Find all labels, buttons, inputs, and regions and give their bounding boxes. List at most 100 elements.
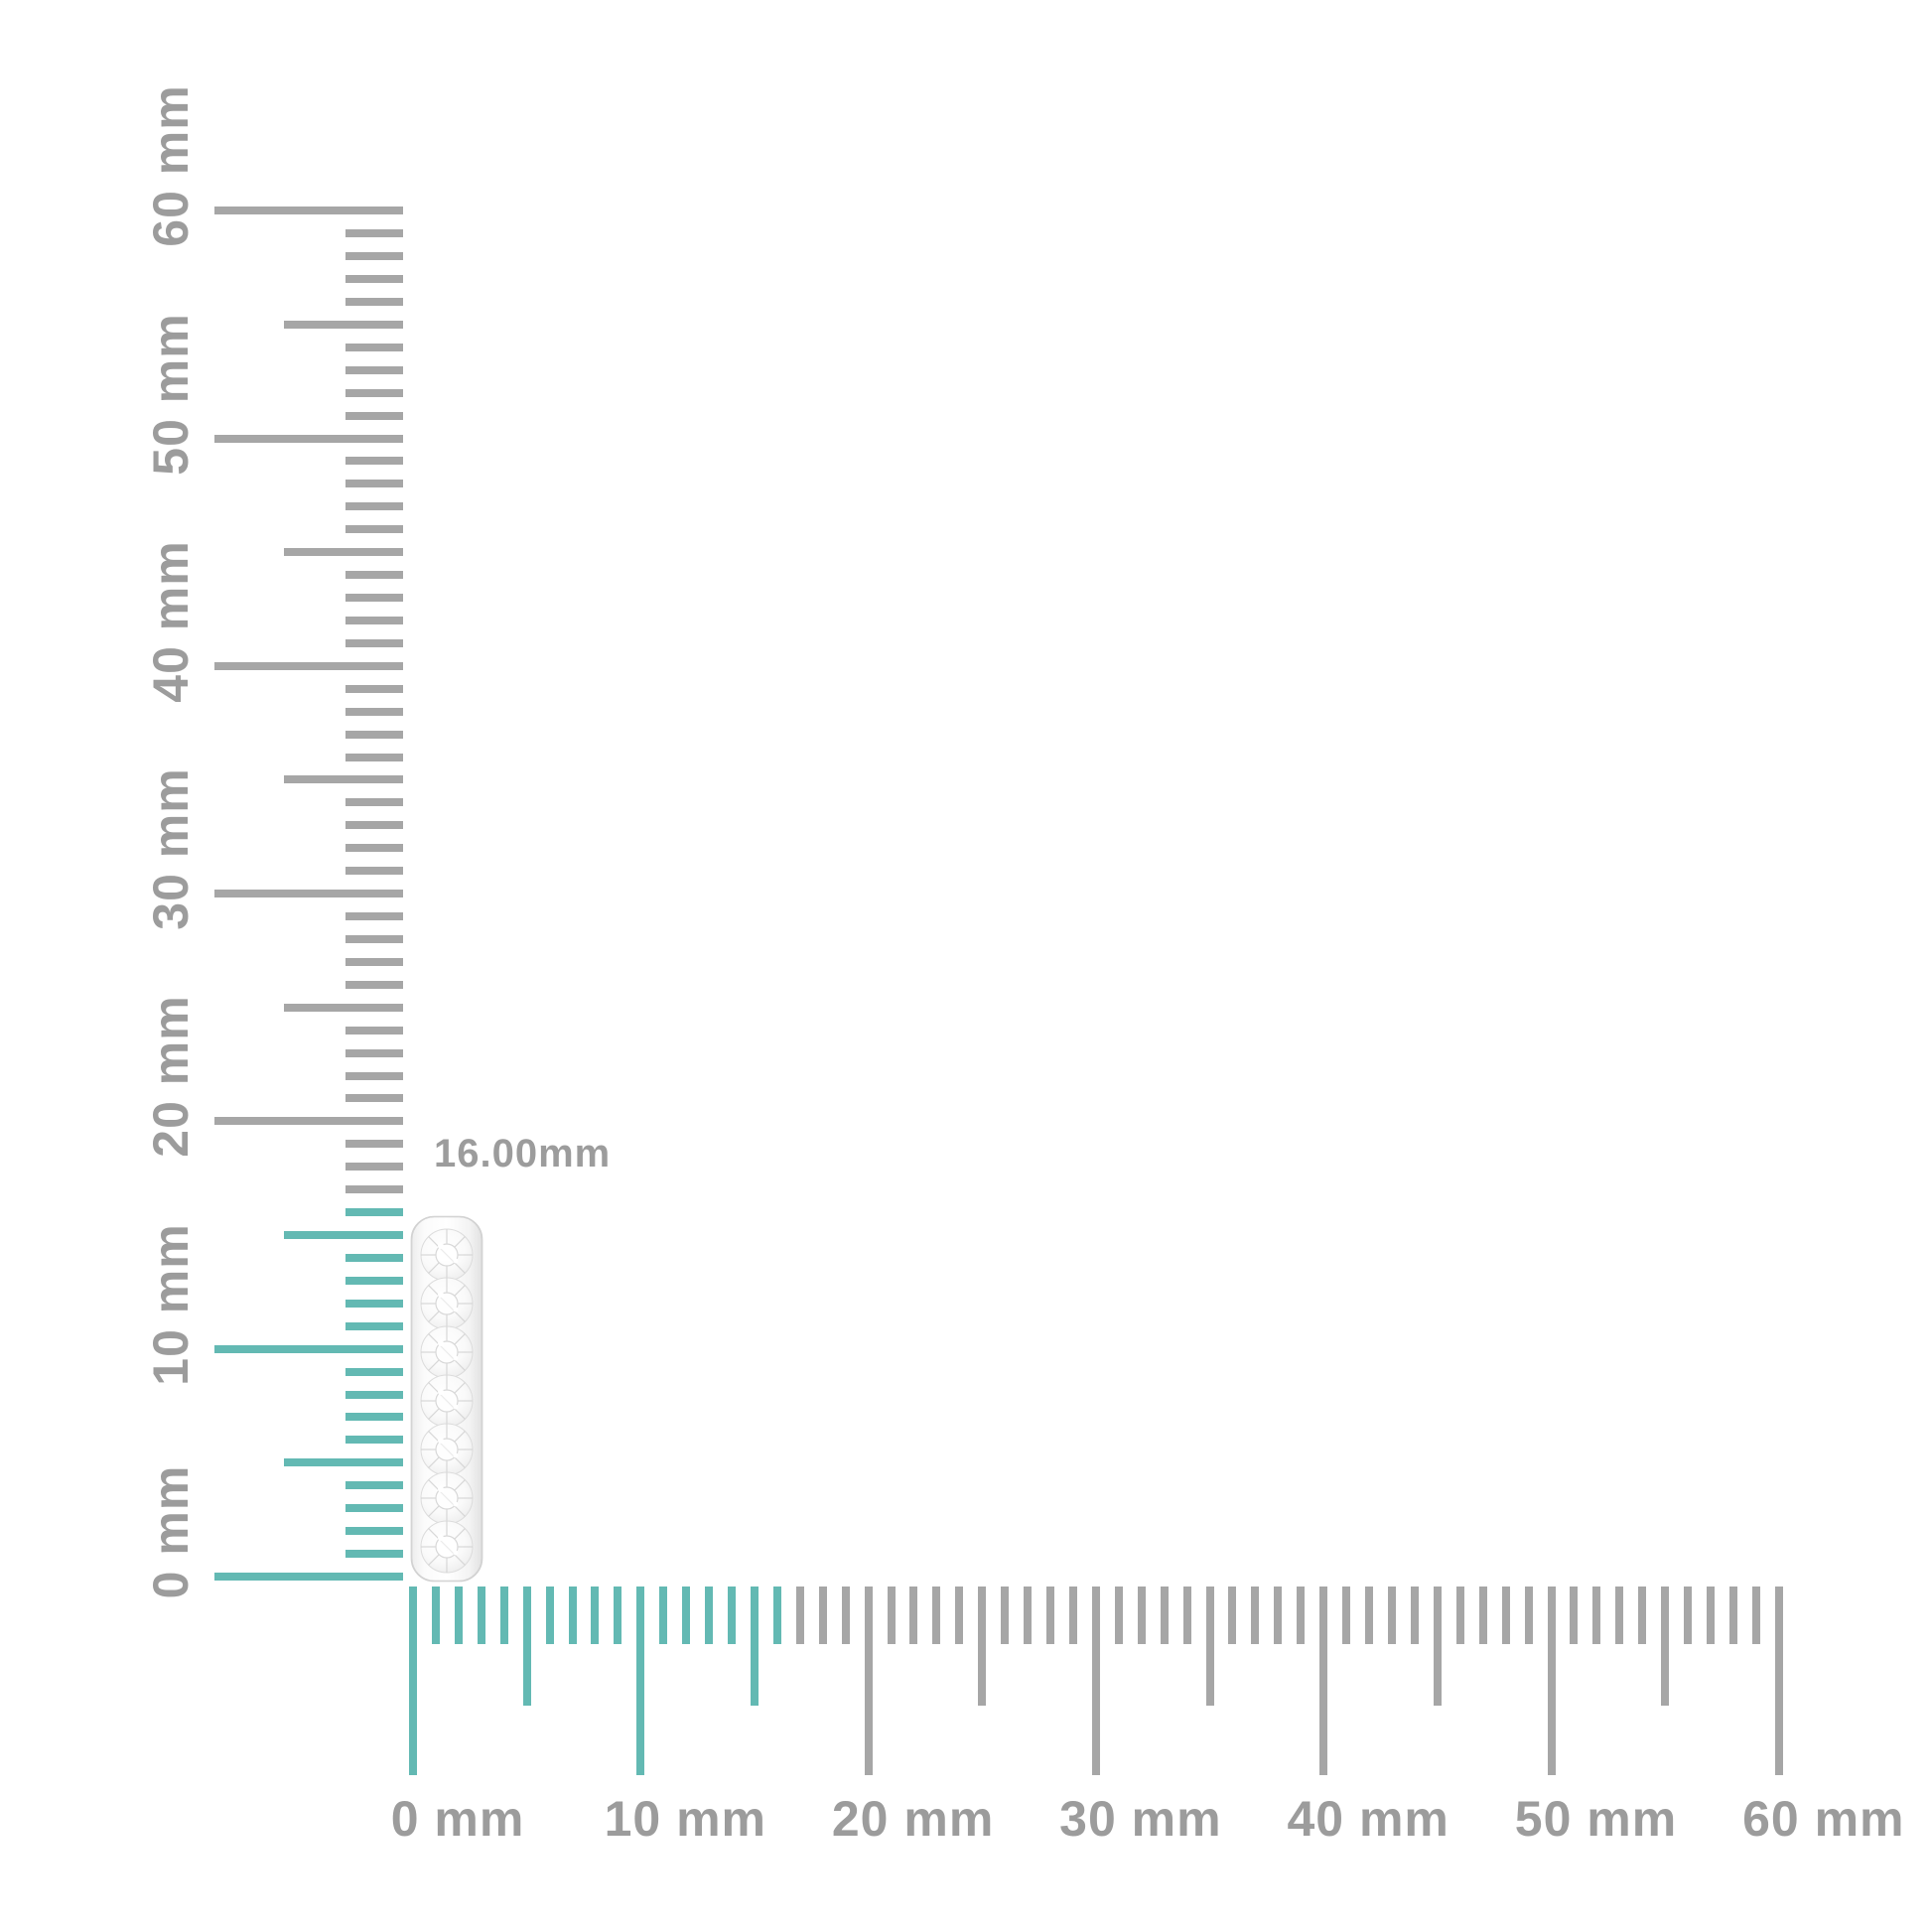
v-tick-36mm bbox=[345, 753, 403, 761]
v-tick-58mm bbox=[345, 252, 403, 261]
h-tick-1mm bbox=[431, 1587, 440, 1644]
diamond-stone bbox=[420, 1471, 474, 1525]
diamond-stone bbox=[420, 1423, 474, 1476]
h-tick-54mm bbox=[1638, 1587, 1647, 1644]
h-tick-28mm bbox=[1046, 1587, 1055, 1644]
diamond-stone bbox=[420, 1325, 474, 1379]
v-tick-24mm bbox=[345, 1026, 403, 1035]
h-tick-43mm bbox=[1387, 1587, 1396, 1644]
h-tick-14mm bbox=[728, 1587, 737, 1644]
v-tick-43mm bbox=[345, 594, 403, 602]
h-tick-41mm bbox=[1342, 1587, 1351, 1644]
h-tick-56mm bbox=[1684, 1587, 1693, 1644]
v-tick-42mm bbox=[345, 616, 403, 624]
v-ruler-label-40mm: 40 mm bbox=[143, 540, 199, 703]
h-tick-49mm bbox=[1524, 1587, 1533, 1644]
h-tick-45mm bbox=[1433, 1587, 1442, 1706]
h-tick-10mm bbox=[636, 1587, 645, 1775]
h-tick-19mm bbox=[841, 1587, 850, 1644]
h-tick-46mm bbox=[1455, 1587, 1464, 1644]
measurement-label: 16.00mm bbox=[434, 1132, 612, 1175]
h-tick-9mm bbox=[614, 1587, 622, 1644]
v-tick-4mm bbox=[345, 1481, 403, 1490]
v-tick-1mm bbox=[345, 1550, 403, 1559]
v-tick-57mm bbox=[345, 274, 403, 283]
h-tick-3mm bbox=[477, 1587, 485, 1644]
v-tick-51mm bbox=[345, 411, 403, 420]
h-tick-58mm bbox=[1728, 1587, 1737, 1644]
v-tick-48mm bbox=[345, 480, 403, 488]
h-tick-12mm bbox=[682, 1587, 691, 1644]
h-tick-59mm bbox=[1751, 1587, 1760, 1644]
v-tick-0mm bbox=[214, 1573, 403, 1581]
v-ruler-label-20mm: 20 mm bbox=[143, 995, 199, 1159]
h-tick-25mm bbox=[978, 1587, 987, 1706]
v-tick-3mm bbox=[345, 1504, 403, 1513]
h-tick-57mm bbox=[1707, 1587, 1715, 1644]
v-tick-47mm bbox=[345, 502, 403, 511]
v-ruler-label-30mm: 30 mm bbox=[143, 767, 199, 930]
h-tick-53mm bbox=[1615, 1587, 1624, 1644]
h-tick-23mm bbox=[932, 1587, 941, 1644]
v-tick-5mm bbox=[284, 1458, 403, 1467]
v-tick-50mm bbox=[214, 434, 403, 443]
h-tick-27mm bbox=[1024, 1587, 1033, 1644]
h-tick-6mm bbox=[545, 1587, 554, 1644]
v-tick-40mm bbox=[214, 661, 403, 670]
earring-band-outline bbox=[411, 1216, 483, 1582]
h-tick-22mm bbox=[909, 1587, 918, 1644]
v-tick-15mm bbox=[284, 1231, 403, 1240]
h-ruler-label-40mm: 40 mm bbox=[1287, 1791, 1449, 1847]
v-tick-30mm bbox=[214, 890, 403, 898]
h-tick-15mm bbox=[750, 1587, 759, 1706]
v-tick-25mm bbox=[284, 1003, 403, 1012]
h-tick-60mm bbox=[1774, 1587, 1783, 1775]
h-tick-37mm bbox=[1251, 1587, 1260, 1644]
diamond-stone bbox=[420, 1277, 474, 1330]
h-ruler-label-10mm: 10 mm bbox=[604, 1791, 767, 1847]
v-tick-53mm bbox=[345, 365, 403, 374]
v-tick-45mm bbox=[284, 548, 403, 557]
h-tick-51mm bbox=[1570, 1587, 1579, 1644]
v-tick-17mm bbox=[345, 1185, 403, 1194]
h-tick-47mm bbox=[1478, 1587, 1487, 1644]
v-tick-33mm bbox=[345, 821, 403, 830]
h-tick-50mm bbox=[1547, 1587, 1556, 1775]
v-tick-46mm bbox=[345, 525, 403, 534]
h-tick-8mm bbox=[591, 1587, 600, 1644]
v-tick-44mm bbox=[345, 571, 403, 580]
v-tick-54mm bbox=[345, 343, 403, 351]
v-tick-13mm bbox=[345, 1276, 403, 1285]
diamond-stone bbox=[420, 1228, 474, 1282]
v-tick-10mm bbox=[214, 1344, 403, 1353]
v-ruler-label-10mm: 10 mm bbox=[143, 1222, 199, 1386]
h-tick-26mm bbox=[1001, 1587, 1010, 1644]
h-ruler-label-20mm: 20 mm bbox=[831, 1791, 995, 1847]
v-tick-59mm bbox=[345, 229, 403, 238]
v-tick-27mm bbox=[345, 957, 403, 966]
h-tick-52mm bbox=[1592, 1587, 1601, 1644]
h-tick-11mm bbox=[659, 1587, 668, 1644]
v-tick-21mm bbox=[345, 1094, 403, 1103]
h-tick-44mm bbox=[1410, 1587, 1419, 1644]
h-ruler-label-0mm: 0 mm bbox=[390, 1791, 525, 1847]
h-tick-13mm bbox=[705, 1587, 714, 1644]
v-tick-20mm bbox=[214, 1117, 403, 1126]
h-tick-36mm bbox=[1228, 1587, 1237, 1644]
v-tick-16mm bbox=[345, 1208, 403, 1217]
v-tick-11mm bbox=[345, 1321, 403, 1330]
h-ruler-label-50mm: 50 mm bbox=[1514, 1791, 1678, 1847]
h-tick-55mm bbox=[1661, 1587, 1670, 1706]
v-ruler-label-60mm: 60 mm bbox=[143, 84, 199, 247]
h-ruler-label-30mm: 30 mm bbox=[1059, 1791, 1222, 1847]
h-tick-7mm bbox=[568, 1587, 577, 1644]
h-tick-21mm bbox=[887, 1587, 896, 1644]
v-tick-28mm bbox=[345, 934, 403, 943]
v-tick-19mm bbox=[345, 1140, 403, 1149]
h-tick-24mm bbox=[955, 1587, 964, 1644]
h-tick-17mm bbox=[795, 1587, 804, 1644]
h-tick-35mm bbox=[1205, 1587, 1214, 1706]
h-tick-20mm bbox=[864, 1587, 873, 1775]
h-tick-34mm bbox=[1182, 1587, 1191, 1644]
